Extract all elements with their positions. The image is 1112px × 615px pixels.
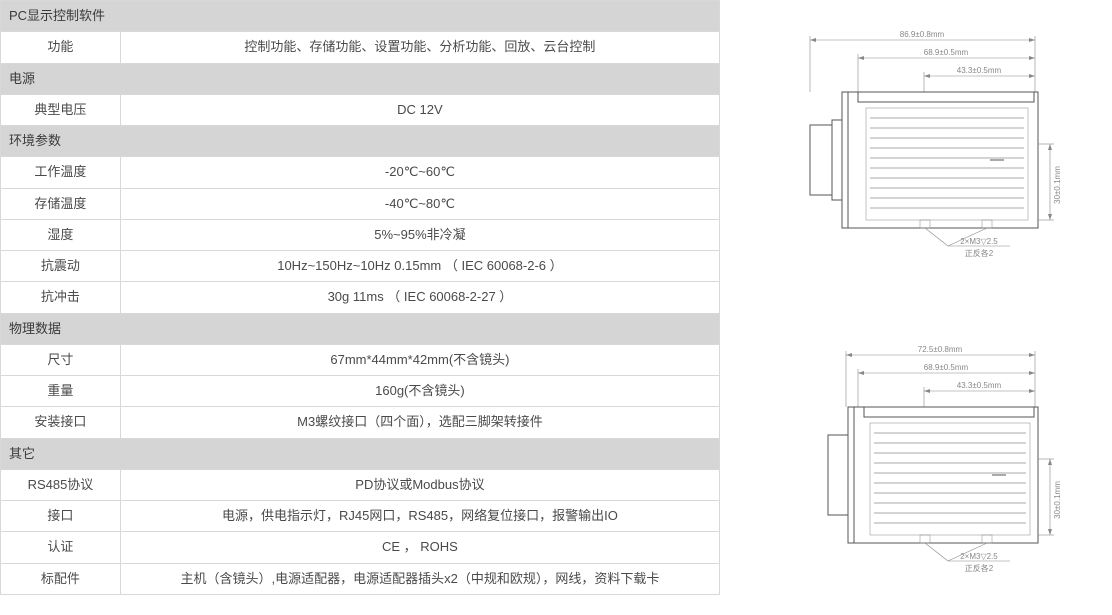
row-value: 电源，供电指示灯，RJ45网口，RS485，网络复位接口，报警输出IO (120, 501, 719, 532)
table-row: 尺寸67mm*44mm*42mm(不含镜头) (1, 344, 720, 375)
table-row: 标配件主机（含镜头）,电源适配器，电源适配器插头x2（中规和欧规），网线，资料下… (1, 563, 720, 595)
table-row: 功能控制功能、存储功能、设置功能、分析功能、回放、云台控制 (1, 32, 720, 63)
dim-d2: 68.9±0.5mm (924, 363, 969, 372)
row-value: 67mm*44mm*42mm(不含镜头) (120, 344, 719, 375)
table-row: 抗冲击30g 11ms （ IEC 60068-2-27 ） (1, 282, 720, 313)
row-value: 主机（含镜头）,电源适配器，电源适配器插头x2（中规和欧规），网线，资料下载卡 (120, 563, 719, 595)
row-label: 存储温度 (1, 188, 121, 219)
row-label: 尺寸 (1, 344, 121, 375)
dim-d3: 43.3±0.5mm (957, 66, 1002, 75)
section-header: 物理数据 (1, 313, 720, 344)
dim-note: 正反各2 (965, 248, 994, 258)
dim-thread: 2×M3▽2.5 (960, 552, 998, 561)
spec-table: PC显示控制软件功能控制功能、存储功能、设置功能、分析功能、回放、云台控制电源典… (0, 0, 720, 595)
row-label: 抗震动 (1, 251, 121, 282)
table-row: RS485协议PD协议或Modbus协议 (1, 469, 720, 500)
row-value: M3螺纹接口（四个面），选配三脚架转接件 (120, 407, 719, 438)
row-value: -20℃~60℃ (120, 157, 719, 188)
row-label: 标配件 (1, 563, 121, 595)
section-header: 其它 (1, 438, 720, 469)
dim-thread: 2×M3▽2.5 (960, 237, 998, 246)
dim-d1: 86.9±0.8mm (900, 30, 945, 39)
dim-side: 30±0.1mm (1053, 481, 1062, 519)
row-value: 160g(不含镜头) (120, 376, 719, 407)
section-header: 环境参数 (1, 126, 720, 157)
row-label: 认证 (1, 532, 121, 563)
table-row: 安装接口M3螺纹接口（四个面），选配三脚架转接件 (1, 407, 720, 438)
drawing-bottom: 72.5±0.8mm 68.9±0.5mm 43.3±0.5mm (770, 335, 1070, 595)
mechanical-drawings: 86.9±0.8mm 68.9±0.5mm 43.3±0.5mm (770, 0, 1070, 595)
dim-d1: 72.5±0.8mm (918, 345, 963, 354)
table-row: 工作温度-20℃~60℃ (1, 157, 720, 188)
row-value: CE ， ROHS (120, 532, 719, 563)
table-row: 存储温度-40℃~80℃ (1, 188, 720, 219)
row-label: 接口 (1, 501, 121, 532)
row-label: RS485协议 (1, 469, 121, 500)
table-row: 抗震动10Hz~150Hz~10Hz 0.15mm （ IEC 60068-2-… (1, 251, 720, 282)
row-label: 安装接口 (1, 407, 121, 438)
section-header: PC显示控制软件 (1, 1, 720, 32)
table-row: 认证CE ， ROHS (1, 532, 720, 563)
row-label: 工作温度 (1, 157, 121, 188)
row-label: 抗冲击 (1, 282, 121, 313)
dim-d3: 43.3±0.5mm (957, 381, 1002, 390)
table-row: 湿度5%~95%非冷凝 (1, 219, 720, 250)
dim-side: 30±0.1mm (1053, 166, 1062, 204)
dim-note: 正反各2 (965, 563, 994, 573)
table-row: 典型电压DC 12V (1, 94, 720, 125)
row-value: -40℃~80℃ (120, 188, 719, 219)
row-value: DC 12V (120, 94, 719, 125)
row-value: 5%~95%非冷凝 (120, 219, 719, 250)
table-row: 接口电源，供电指示灯，RJ45网口，RS485，网络复位接口，报警输出IO (1, 501, 720, 532)
row-label: 湿度 (1, 219, 121, 250)
table-row: 重量160g(不含镜头) (1, 376, 720, 407)
row-value: PD协议或Modbus协议 (120, 469, 719, 500)
row-label: 重量 (1, 376, 121, 407)
section-header: 电源 (1, 63, 720, 94)
row-label: 功能 (1, 32, 121, 63)
drawing-top: 86.9±0.8mm 68.9±0.5mm 43.3±0.5mm (770, 20, 1070, 280)
row-value: 30g 11ms （ IEC 60068-2-27 ） (120, 282, 719, 313)
row-value: 控制功能、存储功能、设置功能、分析功能、回放、云台控制 (120, 32, 719, 63)
row-value: 10Hz~150Hz~10Hz 0.15mm （ IEC 60068-2-6 ） (120, 251, 719, 282)
dim-d2: 68.9±0.5mm (924, 48, 969, 57)
row-label: 典型电压 (1, 94, 121, 125)
